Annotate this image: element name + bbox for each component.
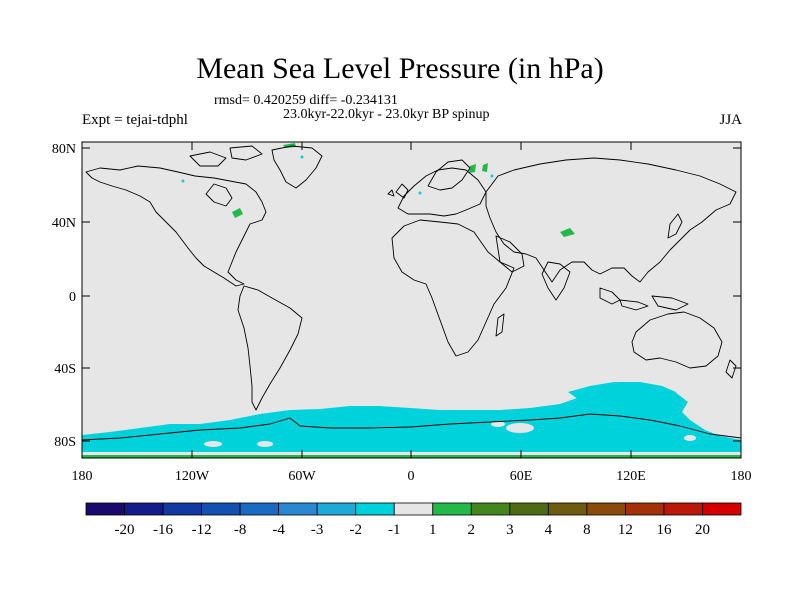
colorbar-swatch [278, 502, 318, 516]
colorbar-swatch [470, 502, 511, 516]
scandinavia-coast [427, 159, 471, 191]
colorbar-label: -16 [153, 522, 173, 538]
colorbar-label: 16 [656, 522, 672, 538]
colorbar-label: 2 [468, 522, 476, 538]
new-zealand-coast [725, 359, 737, 379]
lon-label-60e: 60E [510, 469, 533, 484]
lat-label-80s: 80S [54, 435, 76, 450]
colorbar-label: -8 [234, 522, 247, 538]
experiment-label: Expt = tejai-tdphl [82, 112, 188, 128]
south-america-coast [237, 285, 303, 411]
colorbar-swatch [702, 502, 742, 516]
colorbar [85, 502, 742, 516]
period-line: 23.0kyr-22.0kyr - 23.0kyr BP spinup [283, 107, 490, 122]
lon-label-120e: 120E [616, 469, 646, 484]
colorbar-swatch [509, 502, 549, 516]
india-coast [541, 261, 571, 301]
season-label: JJA [719, 112, 742, 128]
antarctica-coast [81, 413, 742, 441]
greenland-coast [271, 145, 323, 189]
lat-label-40n: 40N [52, 216, 76, 231]
colorbar-swatch [393, 502, 434, 516]
colorbar-label: 20 [695, 522, 710, 538]
colorbar-label: 4 [545, 522, 553, 538]
british-isles [387, 183, 409, 199]
map-title: Mean Sea Level Pressure (in hPa) [196, 52, 604, 85]
lat-label-0: 0 [69, 290, 76, 305]
positive-anomaly-patches [232, 143, 575, 237]
arctic-islands [189, 145, 263, 167]
colorbar-label: -12 [192, 522, 212, 538]
lat-label-80n: 80N [52, 142, 76, 157]
colorbar-label: -2 [349, 522, 362, 538]
colorbar-swatch [124, 502, 164, 516]
colorbar-swatch [201, 502, 241, 516]
colorbar-swatch [547, 502, 588, 516]
colorbar-labels: -20 -16 -12 -8 -4 -3 -2 -1 1 2 3 4 8 12 16 20 [115, 522, 710, 538]
japan-coast [667, 213, 683, 239]
colorbar-swatch [239, 502, 280, 516]
hudson-bay [205, 183, 233, 207]
colorbar-swatch [316, 502, 357, 516]
north-america-coast [85, 165, 267, 287]
colorbar-swatch [663, 502, 703, 516]
colorbar-swatch [586, 502, 626, 516]
colorbar-label: -3 [311, 522, 324, 538]
africa-coast [391, 219, 515, 357]
lat-label-40s: 40S [54, 362, 76, 377]
lon-label-0: 0 [408, 469, 415, 484]
negative-anomaly-region [82, 382, 741, 458]
colorbar-swatch [432, 502, 472, 516]
colorbar-label: -1 [388, 522, 401, 538]
asia-coast [485, 157, 737, 283]
arabia-coast [495, 235, 525, 273]
neutral-pockets [204, 421, 696, 447]
lon-label-180e: 180 [731, 469, 752, 484]
australia-coast [631, 311, 723, 369]
colorbar-swatch [85, 502, 125, 516]
lon-label-120w: 120W [175, 469, 210, 484]
stats-line: rmsd= 0.420259 diff= -0.234131 [214, 93, 398, 108]
madagascar-coast [495, 313, 505, 337]
latitude-ticks [82, 147, 741, 442]
colorbar-label: 12 [618, 522, 633, 538]
small-negative-spots [181, 155, 494, 195]
colorbar-label: 3 [506, 522, 514, 538]
colorbar-label: -4 [272, 522, 285, 538]
colorbar-swatch [162, 502, 202, 516]
lon-label-180w: 180 [72, 469, 93, 484]
colorbar-swatch [625, 502, 665, 516]
indonesia-coast [599, 287, 689, 311]
lon-label-60w: 60W [288, 469, 316, 484]
longitude-ticks [191, 142, 632, 458]
coastlines [81, 145, 742, 441]
colorbar-label: -20 [115, 522, 135, 538]
colorbar-label: 8 [583, 522, 591, 538]
colorbar-swatch [355, 502, 395, 516]
colorbar-label: 1 [429, 522, 437, 538]
